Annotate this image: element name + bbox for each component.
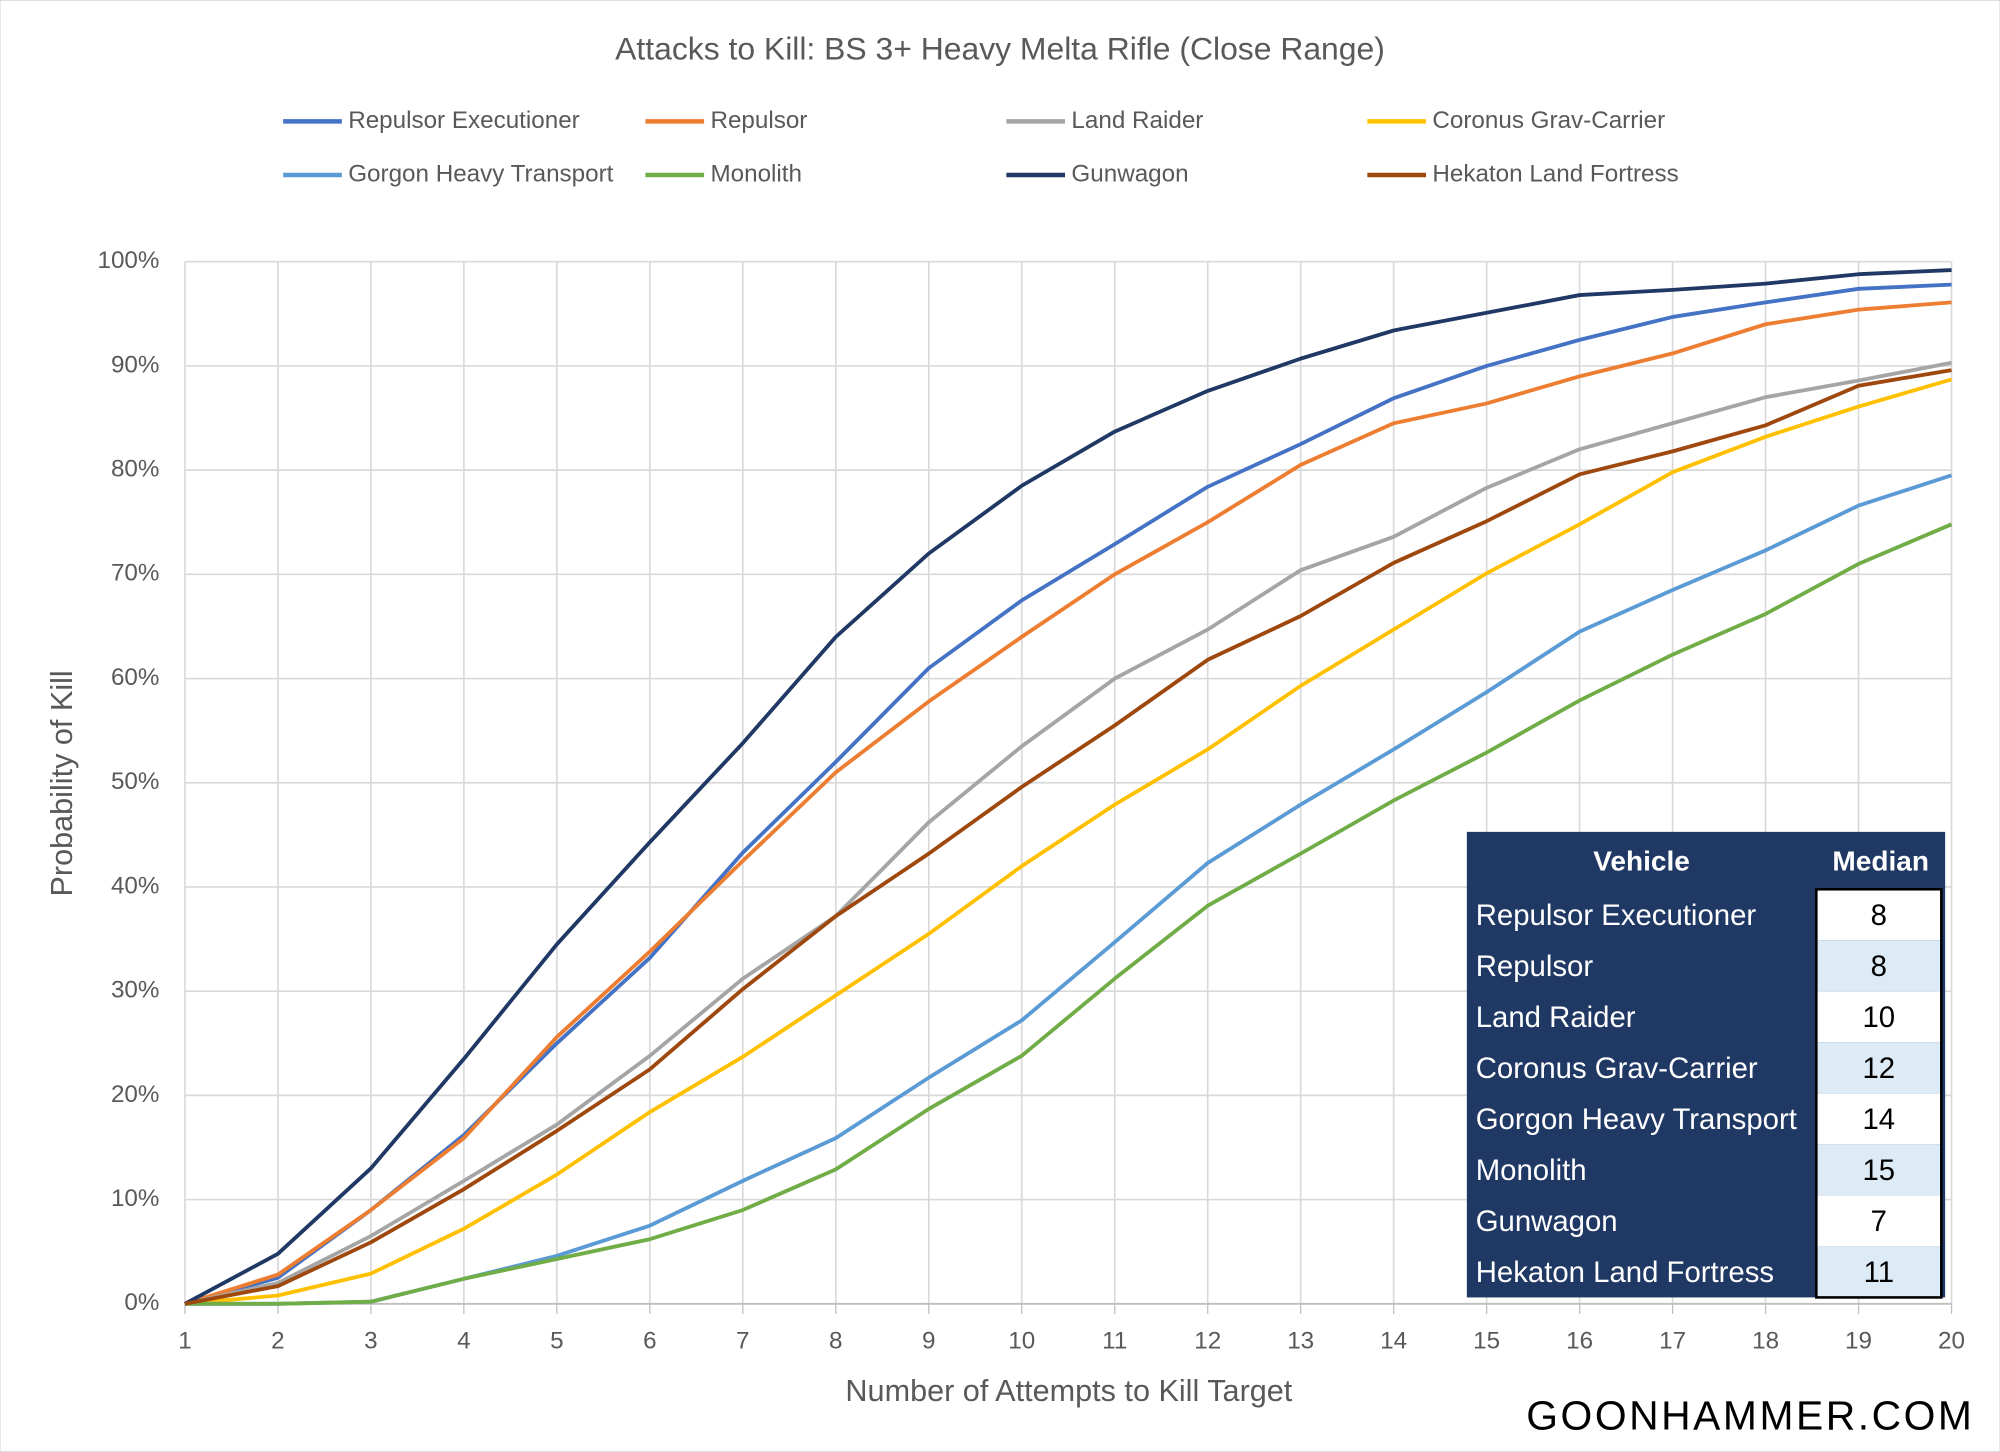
table-cell: 11 <box>1864 1256 1894 1289</box>
table-cell: Land Raider <box>1476 1001 1636 1034</box>
x-tick-label: 18 <box>1752 1327 1779 1354</box>
series-line <box>184 268 1952 1306</box>
legend-label: Land Raider <box>1071 107 1203 134</box>
table-cell: 14 <box>1863 1103 1896 1136</box>
y-tick-label: 10% <box>111 1185 159 1212</box>
legend-label: Gunwagon <box>1071 160 1188 187</box>
table-cell: 12 <box>1863 1052 1896 1085</box>
x-tick-label: 4 <box>457 1327 470 1354</box>
watermark: GOONHAMMER.COM <box>1526 1392 1974 1438</box>
table-cell: Monolith <box>1476 1154 1587 1187</box>
x-tick-label: 1 <box>178 1327 191 1354</box>
y-tick-label: 60% <box>111 664 159 691</box>
table-cell-bg <box>1816 1144 1942 1196</box>
table-cell: 7 <box>1871 1205 1887 1238</box>
x-tick-label: 17 <box>1659 1327 1686 1354</box>
table-header: Vehicle <box>1593 846 1690 877</box>
legend-label: Repulsor <box>710 107 807 134</box>
table-cell: 10 <box>1863 1001 1896 1034</box>
y-tick-label: 100% <box>97 247 159 274</box>
table-cell: Gorgon Heavy Transport <box>1476 1103 1797 1136</box>
table-cell: Hekaton Land Fortress <box>1476 1256 1774 1289</box>
table-cell: Coronus Grav-Carrier <box>1476 1052 1758 1085</box>
legend-label: Gorgon Heavy Transport <box>348 160 613 187</box>
median-table: Vehicle Median Repulsor Executioner 8 Repuls… <box>1466 831 1946 1299</box>
x-tick-label: 9 <box>922 1327 935 1354</box>
table-cell-bg <box>1816 1195 1942 1247</box>
y-tick-label: 20% <box>111 1081 159 1108</box>
x-tick-label: 13 <box>1287 1327 1314 1354</box>
y-tick-label: 30% <box>111 977 159 1004</box>
y-tick-label: 90% <box>111 351 159 378</box>
x-tick-label: 2 <box>271 1327 284 1354</box>
x-tick-label: 20 <box>1938 1327 1965 1354</box>
y-tick-label: 70% <box>111 560 159 587</box>
table-cell: 15 <box>1863 1154 1896 1187</box>
x-tick-label: 15 <box>1473 1327 1500 1354</box>
x-tick-label: 12 <box>1194 1327 1221 1354</box>
x-tick-label: 14 <box>1380 1327 1407 1354</box>
table-cell-bg <box>1816 1093 1942 1145</box>
series-line <box>184 368 1952 1306</box>
y-tick-label: 50% <box>111 768 159 795</box>
series-line <box>184 300 1952 1306</box>
x-tick-label: 16 <box>1566 1327 1593 1354</box>
table-cell: Gunwagon <box>1476 1205 1618 1238</box>
x-tick-label: 8 <box>829 1327 842 1354</box>
table-cell-bg <box>1816 889 1942 941</box>
y-tick-label: 0% <box>124 1289 159 1316</box>
legend-label: Repulsor Executioner <box>348 107 580 134</box>
x-tick-label: 19 <box>1845 1327 1872 1354</box>
table-cell: Repulsor <box>1476 950 1594 983</box>
legend: Repulsor Executioner Repulsor Land Raider C… <box>283 107 1679 187</box>
table-header: Median <box>1832 846 1929 877</box>
x-tick-label: 11 <box>1102 1327 1127 1354</box>
legend-label: Monolith <box>710 160 802 187</box>
table-cell-bg <box>1816 1246 1942 1298</box>
y-axis-label: Probability of Kill <box>45 670 79 896</box>
x-tick-label: 7 <box>736 1327 749 1354</box>
legend-label: Coronus Grav-Carrier <box>1432 107 1665 134</box>
x-tick-label: 10 <box>1008 1327 1035 1354</box>
series-line <box>184 377 1953 1306</box>
x-tick-label: 3 <box>364 1327 377 1354</box>
table-cell: 8 <box>1871 899 1887 932</box>
table-cell-bg <box>1816 991 1942 1043</box>
series-line <box>184 360 1952 1306</box>
legend-label: Hekaton Land Fortress <box>1432 160 1678 187</box>
x-tick-label: 6 <box>643 1327 656 1354</box>
x-axis-label: Number of Attempts to Kill Target <box>845 1374 1292 1408</box>
table-border <box>1815 887 1943 1299</box>
table-cell-bg <box>1816 940 1942 992</box>
chart-title: Attacks to Kill: BS 3+ Heavy Melta Rifle… <box>615 31 1385 67</box>
y-tick-label: 80% <box>111 456 159 483</box>
y-tick-label: 40% <box>111 872 159 899</box>
table-cell: 8 <box>1871 950 1887 983</box>
table-cell-bg <box>1816 1042 1942 1094</box>
series-line <box>184 522 1953 1306</box>
x-tick-label: 5 <box>550 1327 563 1354</box>
lines <box>184 268 1953 1306</box>
table-cell: Repulsor Executioner <box>1476 899 1757 932</box>
